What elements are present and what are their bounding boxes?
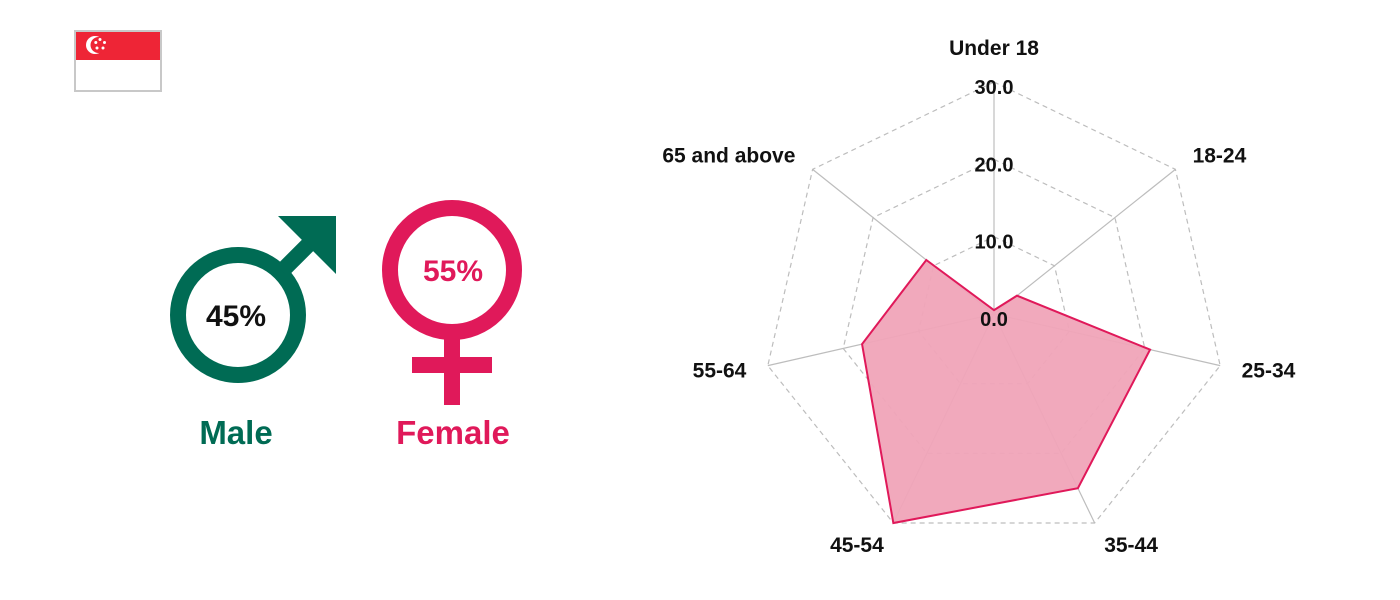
radar-tick-label: 10.0 bbox=[975, 232, 1014, 254]
radar-tick-labels: 0.0 10.0 20.0 30.0 bbox=[975, 77, 1014, 331]
radar-grid-ring bbox=[767, 81, 1221, 524]
radar-spoke bbox=[993, 168, 1176, 315]
radar-category-label: 25-34 bbox=[1242, 360, 1296, 383]
female-label: Female bbox=[396, 414, 510, 451]
radar-series-area bbox=[860, 258, 1152, 525]
radar-category-labels: Under 18 18-24 25-34 35-44 45-54 55-64 65 and … bbox=[662, 37, 1295, 557]
male-percent: 45% bbox=[206, 300, 266, 333]
age-radar-chart: 0.0 10.0 20.0 30.0 Under 18 18-24 25-34 35-44 4… bbox=[662, 37, 1295, 557]
flag-stars bbox=[94, 38, 106, 50]
radar-tick-label: 20.0 bbox=[975, 154, 1014, 176]
flag-border bbox=[74, 30, 162, 92]
radar-category-label: 55-64 bbox=[693, 360, 747, 383]
radar-series bbox=[860, 258, 1152, 525]
radar-category-label: 45-54 bbox=[830, 534, 884, 557]
radar-category-label: 18-24 bbox=[1193, 145, 1247, 168]
singapore-flag bbox=[74, 30, 162, 92]
radar-category-label: Under 18 bbox=[949, 37, 1039, 60]
radar-category-label: 35-44 bbox=[1104, 534, 1158, 557]
flag-white-band bbox=[75, 60, 161, 91]
female-percent: 55% bbox=[423, 255, 483, 288]
male-label: Male bbox=[199, 414, 272, 451]
flag-crescent-inner bbox=[90, 37, 107, 53]
gender-split: 45% Male 55% Female bbox=[170, 200, 522, 451]
male-icon bbox=[170, 216, 336, 383]
female-icon bbox=[382, 200, 522, 405]
radar-tick-label: 0.0 bbox=[980, 309, 1008, 331]
radar-category-label: 65 and above bbox=[662, 145, 795, 168]
radar-tick-label: 30.0 bbox=[975, 77, 1014, 99]
